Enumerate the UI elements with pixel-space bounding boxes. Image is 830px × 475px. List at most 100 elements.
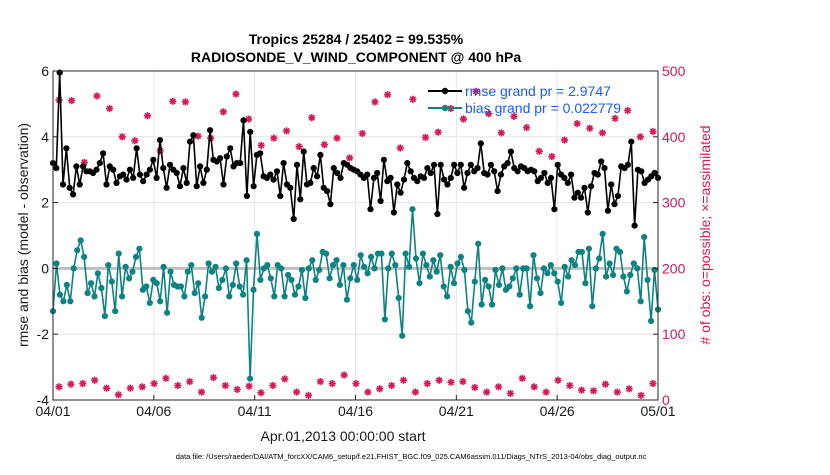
obs-upper-stroke-d2 — [611, 115, 619, 122]
bias-point — [281, 293, 288, 300]
y-tick-label-left: 2 — [41, 195, 49, 211]
bias-point — [516, 291, 523, 298]
rmse-point — [100, 150, 107, 157]
rmse-point — [120, 171, 127, 178]
obs-lower-marker — [340, 371, 348, 379]
rmse-point — [63, 145, 70, 152]
obs-lower-marker — [221, 381, 229, 390]
bias-point — [226, 293, 233, 300]
rmse-point — [146, 166, 153, 173]
bias-point — [437, 252, 444, 259]
bias-point — [620, 273, 627, 280]
y-tick-label-left: 0 — [41, 260, 49, 276]
bias-point — [430, 257, 437, 264]
bias-point — [177, 283, 184, 290]
bias-point — [523, 265, 530, 272]
bias-point — [122, 263, 129, 270]
obs-lower-marker — [150, 379, 158, 388]
axis-ticks: 04/01 04/06 04/11 04/16 04/21 04/26 05/01 -4 -2 0… — [35, 63, 685, 419]
bias-point — [264, 262, 271, 269]
bias-point — [644, 276, 651, 283]
bias-point — [489, 301, 496, 308]
rmse-point — [447, 174, 454, 181]
obs-lower-marker — [447, 378, 455, 386]
y-axis-label-right: # of obs: o=possible; ×=assimilated — [697, 125, 713, 344]
obs-upper-stroke-d2 — [573, 120, 581, 127]
rmse-point — [601, 165, 608, 172]
bias-point — [115, 250, 122, 257]
bias-point — [551, 270, 558, 277]
obs-upper-stroke-d2 — [321, 141, 328, 148]
bias-point — [406, 263, 413, 270]
bias-point — [399, 332, 406, 339]
rmse-point — [544, 179, 551, 186]
rmse-point — [514, 168, 521, 175]
x-tick-label: 04/26 — [540, 403, 575, 419]
bias-point — [63, 281, 70, 288]
bias-point — [323, 250, 330, 257]
obs-lower-marker — [625, 385, 633, 393]
bias-point — [350, 262, 357, 269]
rmse-point — [394, 181, 401, 188]
obs-lower-stroke-d2 — [626, 385, 633, 392]
obs-lower-marker — [328, 379, 336, 388]
bias-series — [49, 206, 662, 382]
bias-point — [198, 314, 205, 321]
obs-upper-stroke-d2 — [384, 91, 391, 98]
bias-point — [361, 263, 368, 270]
rmse-point — [93, 166, 100, 173]
obs-lower-marker — [506, 389, 515, 398]
rmse-point — [457, 161, 464, 168]
rmse-point — [441, 176, 448, 183]
obs-lower-marker — [67, 380, 75, 388]
x-tick-label: 04/16 — [338, 403, 373, 419]
obs-upper-stroke-d2 — [106, 105, 113, 112]
bias-point — [527, 303, 534, 310]
rmse-point — [140, 178, 147, 185]
rmse-point — [243, 192, 250, 200]
obs-lower-stroke-d2 — [127, 384, 134, 392]
bias-point — [568, 257, 575, 264]
bias-point — [236, 283, 243, 290]
bias-point — [464, 308, 471, 315]
obs-upper-stroke-d2 — [599, 129, 606, 137]
obs-lower-marker — [542, 388, 550, 396]
bias-point — [243, 257, 250, 264]
rmse-point — [451, 161, 458, 168]
y-tick-label-right: 0 — [662, 392, 670, 408]
bias-point — [495, 281, 503, 288]
bias-point — [440, 283, 447, 290]
bias-point — [302, 294, 309, 302]
x-tick-label: 04/21 — [439, 403, 474, 419]
obs-lower-stroke-d2 — [186, 378, 193, 385]
obs-lower-marker — [554, 376, 562, 384]
rmse-point — [420, 174, 428, 181]
bias-point — [412, 255, 420, 262]
obs-upper-marker — [169, 97, 177, 105]
rmse-point — [207, 127, 214, 134]
bias-point — [253, 230, 261, 237]
rmse-point — [66, 184, 73, 191]
obs-count-markers — [55, 87, 657, 399]
bias-point — [447, 263, 454, 270]
bias-point — [132, 253, 140, 260]
obs-upper-stroke-d2 — [295, 143, 303, 150]
obs-lower-stroke-d2 — [79, 380, 86, 387]
obs-lower-stroke-d2 — [234, 386, 241, 393]
obs-lower-marker — [79, 379, 87, 388]
bias-point — [419, 250, 426, 257]
bias-point — [77, 237, 84, 244]
bias-point — [468, 319, 475, 326]
obs-lower-marker — [245, 382, 253, 390]
bias-point — [219, 276, 226, 283]
bias-point — [381, 316, 388, 323]
obs-lower-marker — [435, 376, 443, 384]
obs-upper-marker — [257, 141, 265, 149]
bias-point — [478, 301, 485, 308]
obs-lower-marker — [518, 374, 526, 382]
obs-lower-marker — [352, 379, 360, 388]
bias-point — [98, 285, 105, 292]
bias-point — [599, 230, 606, 237]
obs-upper-marker — [181, 98, 190, 106]
obs-lower-marker — [364, 388, 372, 396]
